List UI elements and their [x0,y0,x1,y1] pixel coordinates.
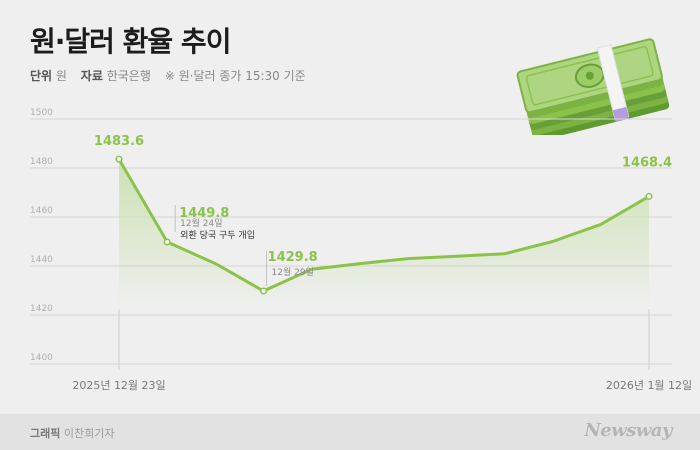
data-point [645,192,653,200]
x-tick-label: 2025년 12월 23일 [72,378,165,392]
note-text: ※ 원·달러 종가 15:30 기준 [164,69,306,83]
series-line [117,157,651,293]
newsway-logo: Newsway [584,420,672,441]
chart-title: 원·달러 환율 추이 [30,25,231,58]
data-point [163,238,171,246]
x-tick-label: 2026년 1월 12일 [606,378,692,392]
source-label: 자료 [80,69,103,83]
unit-label: 단위 [30,69,53,83]
y-tick-label: 1440 [30,255,53,265]
chart-meta: 단위 원 자료 한국은행 ※ 원·달러 종가 15:30 기준 [30,67,306,84]
money-stack-icon [516,38,670,135]
credit-name: 이찬희기자 [63,427,115,440]
data-label: 1468.4 [622,155,672,170]
footer-bar: 그래픽 이찬희기자 Newsway [0,414,700,450]
annotation-note: 외환 당국 구두 개입 [180,229,255,241]
y-tick-label: 1500 [30,108,53,118]
y-tick-label: 1460 [30,206,53,216]
data-label: 1449.8 [179,206,229,221]
annotation-date: 12월 29일 [272,266,314,278]
data-point [115,155,123,163]
annotation-date: 12월 24일 [180,217,222,229]
area-fill [119,159,649,309]
source-value: 한국은행 [106,69,151,83]
unit-value: 원 [55,69,67,83]
y-tick-label: 1400 [30,353,53,363]
credit: 그래픽 이찬희기자 [30,425,114,441]
data-label: 1429.8 [268,250,318,265]
y-tick-label: 1480 [30,157,53,167]
data-point [259,287,268,295]
data-label: 1483.6 [94,134,144,149]
credit-label: 그래픽 [30,427,61,440]
y-tick-label: 1420 [30,304,53,314]
